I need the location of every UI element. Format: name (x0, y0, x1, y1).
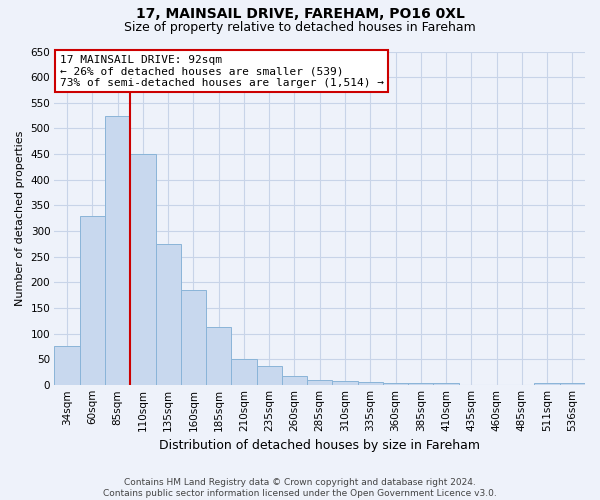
Bar (560, 384, 585, 385)
Bar (181, 290, 206, 385)
Bar (282, 376, 307, 385)
Bar (535, 384, 560, 385)
Bar (408, 384, 433, 385)
Bar (130, 154, 155, 385)
Bar (232, 359, 257, 385)
Bar (206, 327, 232, 385)
Bar (433, 384, 458, 385)
Bar (155, 244, 181, 385)
Text: 17, MAINSAIL DRIVE, FAREHAM, PO16 0XL: 17, MAINSAIL DRIVE, FAREHAM, PO16 0XL (136, 8, 464, 22)
Text: Contains HM Land Registry data © Crown copyright and database right 2024.
Contai: Contains HM Land Registry data © Crown c… (103, 478, 497, 498)
Bar (332, 382, 358, 385)
Bar (257, 366, 282, 385)
Bar (105, 116, 130, 385)
Text: Size of property relative to detached houses in Fareham: Size of property relative to detached ho… (124, 21, 476, 34)
Bar (358, 382, 383, 385)
X-axis label: Distribution of detached houses by size in Fareham: Distribution of detached houses by size … (159, 440, 480, 452)
Y-axis label: Number of detached properties: Number of detached properties (15, 130, 25, 306)
Bar (307, 380, 332, 385)
Bar (383, 383, 408, 385)
Bar (55, 346, 80, 385)
Bar (80, 216, 105, 385)
Text: 17 MAINSAIL DRIVE: 92sqm
← 26% of detached houses are smaller (539)
73% of semi-: 17 MAINSAIL DRIVE: 92sqm ← 26% of detach… (60, 55, 384, 88)
